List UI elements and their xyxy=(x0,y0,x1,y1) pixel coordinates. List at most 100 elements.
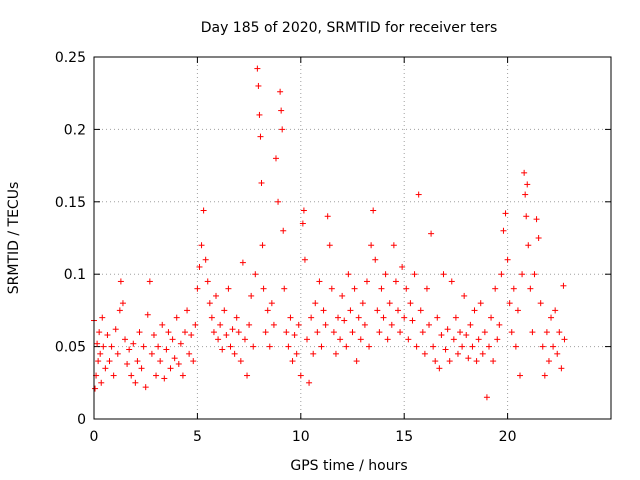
data-point xyxy=(527,285,534,292)
data-point xyxy=(194,285,201,292)
data-point xyxy=(374,307,381,314)
data-point xyxy=(510,285,517,292)
y-tick-label: 0.1 xyxy=(64,267,86,283)
y-tick-label: 0.15 xyxy=(55,195,86,211)
data-point xyxy=(126,346,133,353)
x-tick-label: 0 xyxy=(90,429,99,445)
data-point xyxy=(110,372,117,379)
data-point xyxy=(483,394,490,401)
data-point xyxy=(192,321,199,328)
data-point xyxy=(275,198,282,205)
data-point xyxy=(100,343,107,350)
data-point xyxy=(153,372,160,379)
data-point xyxy=(330,329,337,336)
data-point xyxy=(417,307,424,314)
data-point xyxy=(266,343,273,350)
x-axis-label: GPS time / hours xyxy=(290,458,407,474)
data-point xyxy=(208,314,215,321)
data-point xyxy=(250,343,257,350)
data-point xyxy=(533,216,540,223)
data-point xyxy=(320,307,327,314)
data-point xyxy=(423,285,430,292)
x-tick-label: 20 xyxy=(499,429,517,445)
data-point xyxy=(301,256,308,263)
data-point xyxy=(496,321,503,328)
data-point xyxy=(186,350,193,357)
data-point xyxy=(259,242,266,249)
data-point xyxy=(219,346,226,353)
data-point xyxy=(277,88,284,95)
data-point xyxy=(508,329,515,336)
data-point xyxy=(102,365,109,372)
data-point xyxy=(432,358,439,365)
data-point xyxy=(270,321,277,328)
data-point xyxy=(225,285,232,292)
data-point xyxy=(200,207,207,214)
data-point xyxy=(363,278,370,285)
data-point xyxy=(366,343,373,350)
data-point xyxy=(545,358,552,365)
data-point xyxy=(295,321,302,328)
data-point xyxy=(561,336,568,343)
data-point xyxy=(108,343,115,350)
data-point xyxy=(202,256,209,263)
data-point xyxy=(291,332,298,339)
data-point xyxy=(407,300,414,307)
data-point xyxy=(94,340,101,347)
data-point xyxy=(198,242,205,249)
y-tick-label: 0 xyxy=(77,412,86,428)
data-point xyxy=(257,133,264,140)
data-point xyxy=(161,375,168,382)
data-point xyxy=(175,360,182,367)
data-point xyxy=(378,285,385,292)
data-point xyxy=(144,311,151,318)
data-point xyxy=(430,343,437,350)
data-point xyxy=(454,350,461,357)
data-point xyxy=(361,321,368,328)
data-point xyxy=(287,314,294,321)
data-point xyxy=(525,242,532,249)
data-point xyxy=(165,329,172,336)
data-point xyxy=(537,300,544,307)
data-point xyxy=(438,332,445,339)
data-point xyxy=(524,181,531,188)
data-point xyxy=(326,242,333,249)
data-point xyxy=(281,285,288,292)
data-point xyxy=(116,307,123,314)
data-point xyxy=(188,332,195,339)
data-point xyxy=(244,372,251,379)
data-point xyxy=(146,278,153,285)
data-point xyxy=(517,372,524,379)
data-point xyxy=(268,300,275,307)
data-point xyxy=(440,271,447,278)
data-point xyxy=(494,336,501,343)
data-point xyxy=(514,307,521,314)
data-point xyxy=(157,358,164,365)
data-point xyxy=(521,169,528,176)
data-point xyxy=(314,329,321,336)
data-point xyxy=(471,307,478,314)
data-point xyxy=(217,321,224,328)
data-point xyxy=(316,278,323,285)
data-point xyxy=(351,285,358,292)
data-point xyxy=(258,179,265,186)
data-point xyxy=(392,278,399,285)
data-point xyxy=(177,340,184,347)
data-point xyxy=(308,314,315,321)
data-point xyxy=(415,191,422,198)
data-point xyxy=(310,350,317,357)
y-tick-label: 0.05 xyxy=(55,340,86,356)
data-points xyxy=(91,65,568,401)
data-point xyxy=(426,321,433,328)
data-point xyxy=(206,300,213,307)
data-point xyxy=(535,235,542,241)
data-point xyxy=(239,259,246,266)
data-point xyxy=(523,213,530,220)
data-point xyxy=(163,346,170,353)
data-point xyxy=(130,340,137,347)
data-point xyxy=(341,317,348,324)
chart-title: Day 185 of 2020, SRMTID for receiver ter… xyxy=(201,20,498,36)
data-point xyxy=(531,271,538,278)
data-point xyxy=(413,343,420,350)
